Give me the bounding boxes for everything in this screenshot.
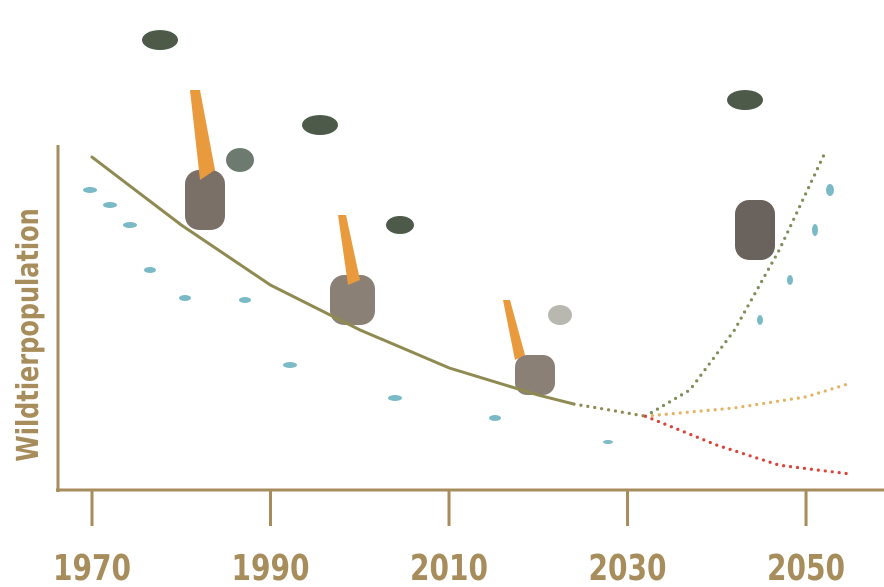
- x-tick-label: 2050: [767, 547, 845, 587]
- x-tick-label: 2010: [410, 547, 488, 587]
- line-series: [643, 153, 826, 418]
- y-axis-label: Wildtierpopulation: [11, 208, 45, 461]
- line-series: [643, 414, 853, 476]
- line-series: [90, 155, 576, 406]
- x-tick-label: 1970: [53, 547, 131, 587]
- x-tick-label: 2030: [588, 547, 666, 587]
- line-series: [572, 402, 647, 418]
- x-tick-label: 1990: [231, 547, 309, 587]
- line-series: [643, 381, 853, 418]
- decoration: [142, 30, 775, 395]
- decoration: [83, 184, 834, 444]
